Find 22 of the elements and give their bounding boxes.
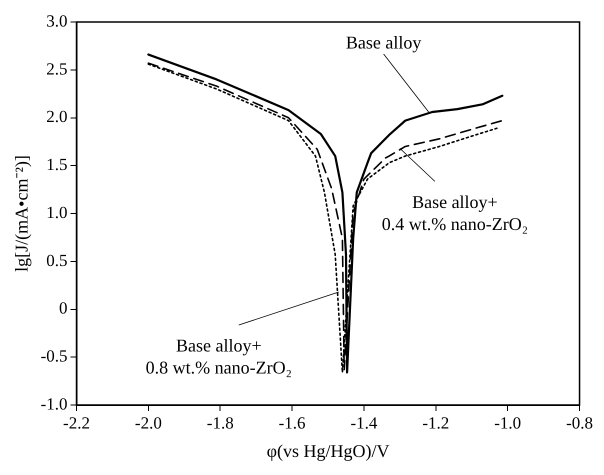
- y-tick-label: 1.5: [46, 155, 68, 174]
- y-tick-label: 0: [59, 298, 68, 318]
- y-axis-title: lg[J/(mA•cm⁻²)]: [12, 155, 32, 272]
- y-tick-label: 2.5: [46, 59, 68, 78]
- x-tick-label: -1.0: [494, 414, 522, 433]
- y-tick-label: -1.0: [40, 394, 68, 414]
- x-tick-label: -1.6: [278, 414, 306, 433]
- y-tick-label: 2.0: [46, 107, 68, 126]
- annotation: Base alloy: [346, 32, 422, 53]
- y-tick-label: 1.0: [46, 202, 68, 222]
- annotation: Base alloy+ 0.8 wt.% nano-ZrO₂: [146, 336, 292, 378]
- x-tick-label: -2.0: [134, 414, 162, 433]
- x-tick-label: -1.4: [350, 414, 378, 433]
- x-tick-label: -1.8: [206, 414, 234, 433]
- y-tick-label: 3.0: [46, 11, 68, 30]
- annotation: Base alloy+ 0.4 wt.% nano-ZrO₂: [382, 192, 528, 234]
- x-tick-label: -1.2: [422, 414, 450, 433]
- x-tick-label: -2.2: [63, 414, 90, 433]
- y-tick-label: 0.5: [46, 250, 68, 270]
- x-tick-label: -0.8: [566, 414, 594, 433]
- y-tick-label: -0.5: [40, 346, 68, 366]
- x-axis-title: φ(vs Hg/HgO)/V: [266, 440, 390, 461]
